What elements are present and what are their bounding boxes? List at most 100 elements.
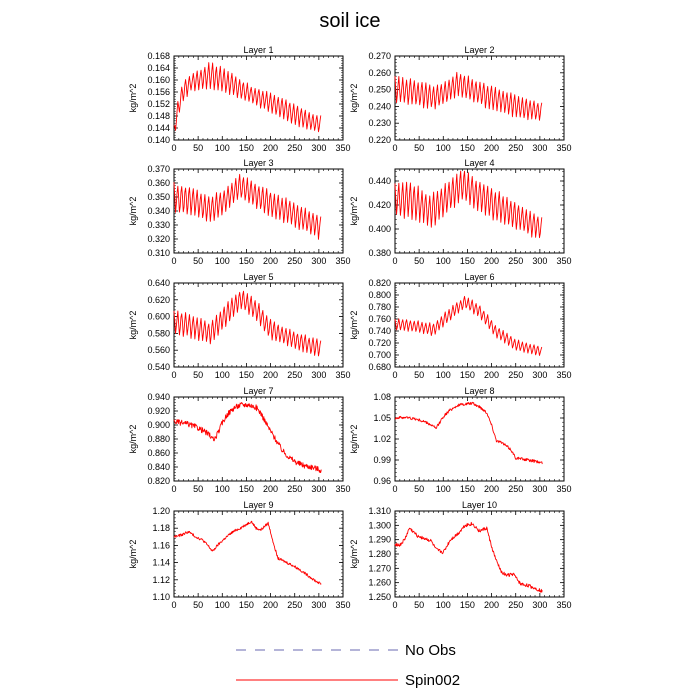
x-tick-label: 250 bbox=[287, 256, 302, 266]
x-tick-label: 300 bbox=[311, 256, 326, 266]
x-tick-label: 0 bbox=[171, 143, 176, 153]
series-line-spin002 bbox=[173, 402, 322, 474]
y-tick-label: 0.156 bbox=[147, 87, 170, 97]
series-line-spin002 bbox=[394, 295, 543, 356]
x-tick-label: 100 bbox=[436, 370, 451, 380]
y-tick-label: 0.920 bbox=[147, 406, 170, 416]
x-tick-label: 100 bbox=[215, 484, 230, 494]
x-tick-label: 350 bbox=[556, 600, 571, 610]
x-tick-label: 300 bbox=[311, 143, 326, 153]
x-tick-label: 250 bbox=[287, 143, 302, 153]
x-tick-label: 350 bbox=[556, 256, 571, 266]
plot-frame bbox=[394, 282, 565, 368]
x-tick-label: 50 bbox=[193, 256, 203, 266]
y-tick-label: 0.640 bbox=[147, 278, 170, 288]
x-tick-label: 0 bbox=[171, 600, 176, 610]
x-tick-label: 250 bbox=[508, 484, 523, 494]
panel-layer-10: Layer 10 kg/m^2 0 50 100 150 200 250 300 350 1.250… bbox=[349, 500, 572, 610]
y-tick-label: 0.148 bbox=[147, 111, 170, 121]
x-tick-label: 0 bbox=[392, 600, 397, 610]
y-tick-label: 0.220 bbox=[368, 135, 391, 145]
x-tick-label: 300 bbox=[311, 600, 326, 610]
x-tick-label: 50 bbox=[193, 143, 203, 153]
y-tick-label: 0.620 bbox=[147, 295, 170, 305]
series-line-spin002 bbox=[394, 170, 543, 239]
y-tick-label: 0.350 bbox=[147, 192, 170, 202]
x-tick-label: 50 bbox=[414, 256, 424, 266]
panel-title: Layer 7 bbox=[243, 386, 273, 396]
x-tick-label: 200 bbox=[263, 370, 278, 380]
x-tick-label: 250 bbox=[287, 370, 302, 380]
y-tick-label: 0.800 bbox=[368, 290, 391, 300]
y-tick-label: 0.840 bbox=[147, 462, 170, 472]
x-tick-label: 350 bbox=[556, 484, 571, 494]
plot-frame bbox=[173, 55, 344, 141]
y-tick-label: 0.700 bbox=[368, 350, 391, 360]
x-tick-label: 100 bbox=[215, 256, 230, 266]
x-tick-label: 200 bbox=[263, 600, 278, 610]
panel-title: Layer 2 bbox=[464, 45, 494, 55]
plot-frame bbox=[394, 55, 565, 141]
x-tick-label: 0 bbox=[392, 484, 397, 494]
x-tick-label: 150 bbox=[239, 256, 254, 266]
x-tick-label: 150 bbox=[460, 370, 475, 380]
y-tick-label: 0.820 bbox=[368, 278, 391, 288]
y-tick-label: 0.270 bbox=[368, 51, 391, 61]
y-tick-label: 0.250 bbox=[368, 85, 391, 95]
panel-title: Layer 8 bbox=[464, 386, 494, 396]
x-tick-label: 50 bbox=[193, 370, 203, 380]
y-tick-label: 1.300 bbox=[368, 520, 391, 530]
y-tick-label: 0.540 bbox=[147, 362, 170, 372]
y-tick-label: 0.168 bbox=[147, 51, 170, 61]
series-line-spin002 bbox=[394, 71, 543, 121]
y-tick-label: 0.240 bbox=[368, 101, 391, 111]
panel-layer-7: Layer 7 kg/m^2 0 50 100 150 200 250 300 350 0.820 0… bbox=[128, 386, 351, 494]
y-axis-label: kg/m^2 bbox=[128, 425, 138, 454]
y-tick-label: 1.10 bbox=[152, 592, 170, 602]
y-tick-label: 1.12 bbox=[152, 575, 170, 585]
y-tick-label: 0.160 bbox=[147, 75, 170, 85]
x-tick-label: 300 bbox=[532, 143, 547, 153]
x-tick-label: 350 bbox=[556, 370, 571, 380]
panel-layer-9: Layer 9 kg/m^2 0 50 100 150 200 250 300 350 1.10 1.… bbox=[128, 500, 351, 610]
panel-layer-5: Layer 5 kg/m^2 0 50 100 150 200 250 300 350 0.540 0… bbox=[128, 272, 351, 380]
y-tick-label: 0.360 bbox=[147, 178, 170, 188]
y-tick-label: 1.20 bbox=[152, 506, 170, 516]
y-tick-label: 0.740 bbox=[368, 326, 391, 336]
y-tick-label: 0.164 bbox=[147, 63, 170, 73]
x-tick-label: 200 bbox=[263, 143, 278, 153]
x-tick-label: 350 bbox=[335, 484, 350, 494]
y-tick-label: 0.310 bbox=[147, 248, 170, 258]
y-tick-label: 1.290 bbox=[368, 535, 391, 545]
panel-layer-3: Layer 3 kg/m^2 0 50 100 150 200 250 300 350 0.310 0… bbox=[128, 158, 351, 266]
x-tick-label: 150 bbox=[460, 600, 475, 610]
x-tick-label: 100 bbox=[436, 600, 451, 610]
x-tick-label: 0 bbox=[392, 256, 397, 266]
y-axis-label: kg/m^2 bbox=[349, 425, 359, 454]
x-tick-label: 350 bbox=[335, 600, 350, 610]
y-tick-label: 0.720 bbox=[368, 338, 391, 348]
x-tick-label: 150 bbox=[239, 143, 254, 153]
series-line-spin002 bbox=[173, 62, 322, 133]
x-tick-label: 50 bbox=[414, 143, 424, 153]
x-tick-label: 250 bbox=[508, 600, 523, 610]
y-tick-label: 0.330 bbox=[147, 220, 170, 230]
x-tick-label: 0 bbox=[392, 143, 397, 153]
x-tick-label: 200 bbox=[484, 484, 499, 494]
y-tick-label: 0.96 bbox=[373, 476, 391, 486]
y-tick-label: 0.320 bbox=[147, 234, 170, 244]
y-tick-label: 1.310 bbox=[368, 506, 391, 516]
y-tick-label: 0.600 bbox=[147, 312, 170, 322]
y-tick-label: 1.05 bbox=[373, 413, 391, 423]
x-tick-label: 100 bbox=[215, 143, 230, 153]
y-tick-label: 0.580 bbox=[147, 328, 170, 338]
series-line-spin002 bbox=[394, 521, 543, 593]
y-tick-label: 1.14 bbox=[152, 558, 170, 568]
panels: Layer 1kg/m^20 50 100 150 200 250 300 3500.1400… bbox=[128, 45, 572, 610]
panel-title: Layer 1 bbox=[243, 45, 273, 55]
panel-layer-4: Layer 4 kg/m^2 0 50 100 150 200 250 300 350 0.380 0… bbox=[349, 158, 572, 266]
y-tick-label: 0.560 bbox=[147, 345, 170, 355]
plot-frame bbox=[173, 282, 344, 368]
x-tick-label: 300 bbox=[532, 484, 547, 494]
